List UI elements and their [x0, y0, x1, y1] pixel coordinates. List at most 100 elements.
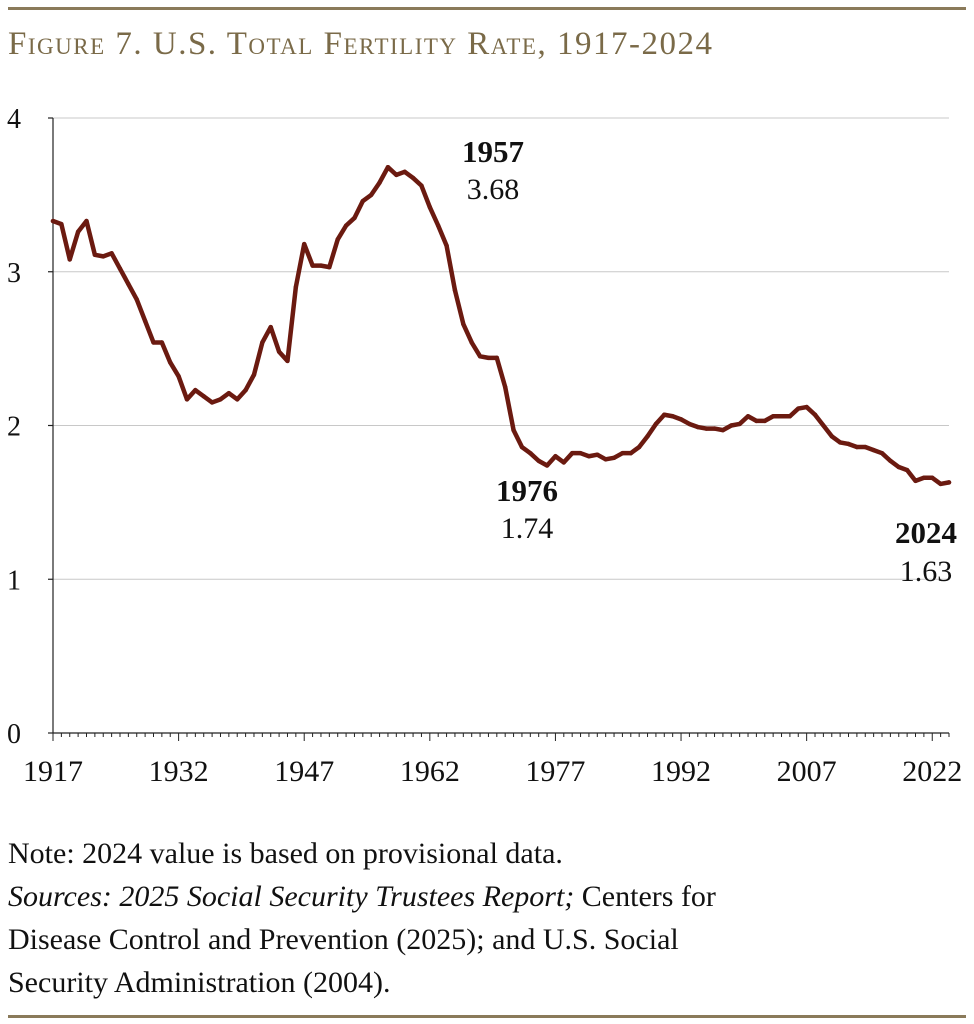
data-point [946, 480, 952, 485]
data-point [243, 387, 248, 393]
data-point [218, 397, 223, 402]
data-point [662, 412, 667, 417]
gridlines [53, 117, 949, 580]
data-point [536, 458, 541, 464]
data-point [687, 421, 692, 427]
bottom-rule [8, 1015, 966, 1018]
data-point [871, 447, 876, 453]
data-point [620, 450, 625, 456]
data-point [435, 223, 441, 228]
data-point [402, 169, 407, 175]
data-point [50, 218, 56, 224]
data-point [176, 374, 181, 379]
figure-title: Figure 7. U.S. Total Fertility Rate, 191… [8, 26, 714, 62]
annotation-value: 1.74 [501, 512, 554, 545]
data-point [553, 454, 558, 459]
data-point [678, 417, 684, 422]
data-point [837, 440, 843, 445]
data-point [770, 414, 776, 419]
data-point [352, 215, 357, 221]
data-point [318, 263, 324, 268]
data-point [586, 454, 592, 459]
tick-labels: 0 1 2 3 4 1917 1932 1947 1962 1977 1992 2007 2022 [7, 104, 962, 788]
sources-line-1: Sources: 2025 Social Security Trustees R… [8, 875, 958, 918]
data-point [251, 372, 257, 377]
y-tick-label: 4 [7, 104, 21, 135]
data-point [628, 450, 633, 456]
data-point [578, 450, 583, 456]
data-point [569, 450, 575, 456]
data-point [151, 340, 156, 345]
x-tick-label: 2022 [902, 755, 962, 788]
data-point [159, 340, 165, 345]
annotation-year: 1957 [462, 134, 524, 169]
sources-italic: Sources: 2025 Social Security Trustees R… [8, 880, 575, 913]
data-point [921, 475, 927, 480]
x-tick-label: 1932 [149, 755, 209, 788]
data-point [695, 424, 700, 430]
data-point [101, 254, 106, 259]
x-tick-label: 1947 [274, 755, 334, 788]
data-point [913, 478, 918, 484]
data-point [670, 414, 675, 419]
data-point [452, 288, 458, 293]
data-point [486, 355, 491, 361]
data-point [888, 458, 893, 464]
data-point [419, 183, 424, 188]
data-point [930, 475, 935, 480]
x-tick-label: 1917 [23, 755, 83, 788]
data-point [821, 423, 826, 428]
y-tick-label: 1 [7, 565, 21, 596]
data-point [126, 281, 131, 287]
data-point [377, 180, 382, 185]
x-tick-label: 1962 [400, 755, 460, 788]
annotation-value: 3.68 [467, 173, 520, 206]
data-point [511, 427, 516, 433]
annotation-value: 1.63 [900, 555, 953, 588]
data-point [92, 252, 98, 258]
data-point [444, 243, 449, 248]
data-point [134, 297, 139, 302]
series-layer [50, 164, 952, 487]
annotation-2024: 2024 1.63 [895, 515, 957, 588]
data-point [184, 397, 190, 402]
data-point [796, 406, 801, 411]
data-point [645, 434, 650, 439]
data-point [494, 355, 500, 361]
data-point [201, 394, 206, 399]
data-point [863, 444, 868, 450]
notes-and-sources: Note: 2024 value is based on provisional… [8, 832, 958, 1004]
data-point [310, 263, 315, 268]
data-point [779, 414, 784, 419]
data-point [293, 284, 299, 290]
x-tick-label: 1977 [525, 755, 585, 788]
data-point [896, 464, 901, 470]
data-point [75, 229, 81, 234]
data-point [611, 455, 617, 460]
data-point [410, 175, 416, 181]
annotation-year: 1976 [496, 473, 558, 508]
data-point [754, 418, 759, 424]
data-point [720, 427, 726, 433]
data-point [67, 257, 72, 262]
data-point [59, 221, 64, 227]
annotation-year: 2024 [895, 515, 957, 550]
data-point [745, 414, 751, 419]
data-point [394, 172, 399, 178]
data-point [636, 444, 642, 450]
data-point [193, 387, 198, 393]
data-point [762, 418, 767, 424]
data-point [595, 452, 600, 457]
data-point [142, 318, 148, 324]
data-point [461, 321, 466, 327]
annotation-1976: 1976 1.74 [496, 473, 558, 545]
data-point [427, 204, 433, 210]
data-point [812, 412, 818, 417]
data-point [209, 400, 215, 405]
data-point [385, 165, 391, 170]
data-point [260, 340, 265, 345]
data-point [846, 441, 851, 447]
x-tick-label: 1992 [651, 755, 711, 788]
data-point [703, 426, 709, 431]
